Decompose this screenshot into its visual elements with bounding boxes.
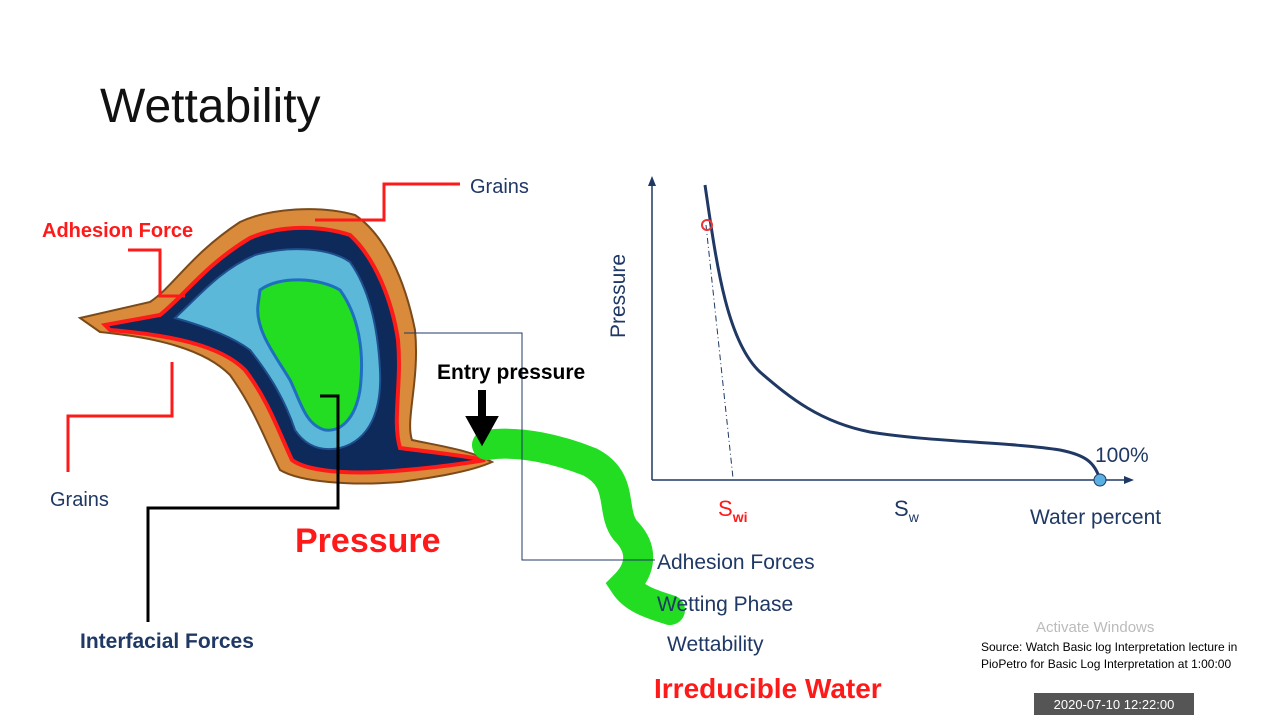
label: Entry pressure <box>437 361 585 384</box>
label: Interfacial Forces <box>80 630 254 653</box>
sw-sub: w <box>908 509 920 525</box>
pressure-curve <box>703 184 1102 481</box>
label: Irreducible Water <box>654 673 882 704</box>
swi-label: Swi <box>718 496 747 525</box>
capillary-graph <box>648 176 1134 487</box>
grain-diagram <box>77 208 685 625</box>
source-text: Source: Watch Basic log Interpretation l… <box>981 640 1237 654</box>
entry-arrow <box>465 390 499 447</box>
label: Adhesion Force <box>42 220 193 242</box>
axis-label: Pressure <box>607 254 630 338</box>
sw-label: Sw <box>894 496 920 525</box>
axis-label: Water percent <box>1030 506 1161 529</box>
label: Grains <box>470 176 529 198</box>
swi-sub: wi <box>732 509 748 525</box>
oil-blob <box>256 278 364 432</box>
label: Adhesion Forces <box>657 551 815 574</box>
sw-main: S <box>894 496 909 521</box>
water-stream <box>472 428 685 625</box>
swi-main: S <box>718 496 733 521</box>
timestamp: 2020-07-10 12:22:00 <box>1054 697 1175 712</box>
leaders <box>66 182 655 622</box>
timestamp-box <box>1034 693 1194 715</box>
label: Grains <box>50 489 109 511</box>
label: Wetting Phase <box>657 593 793 616</box>
end-label: 100% <box>1095 444 1149 467</box>
slide-title: Wettability <box>100 80 321 133</box>
label: Pressure <box>295 522 441 560</box>
label: Wettability <box>667 633 764 656</box>
watermark: Activate Windows <box>1036 619 1154 636</box>
source-text: PioPetro for Basic Log Interpretation at… <box>981 657 1231 671</box>
